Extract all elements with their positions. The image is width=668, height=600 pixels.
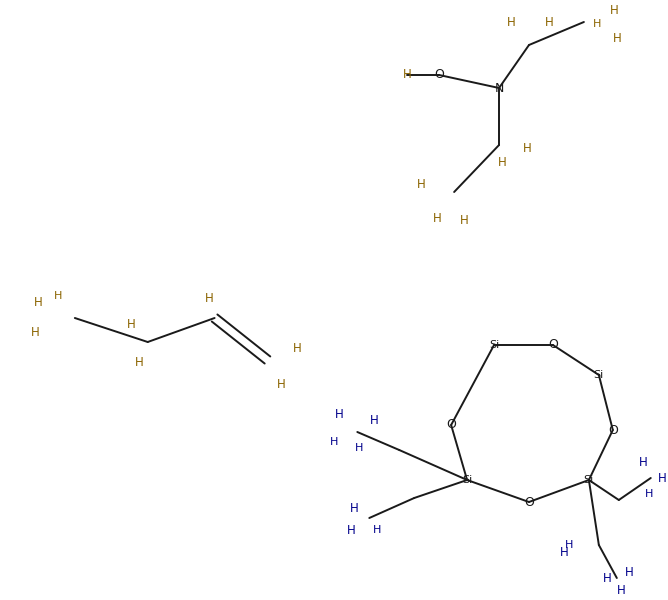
Text: H: H bbox=[370, 413, 379, 427]
Text: H: H bbox=[639, 455, 647, 469]
Text: H: H bbox=[506, 16, 516, 28]
Text: H: H bbox=[460, 214, 468, 226]
Text: H: H bbox=[33, 295, 42, 308]
Text: O: O bbox=[446, 419, 456, 431]
Text: H: H bbox=[613, 31, 621, 44]
Text: H: H bbox=[293, 341, 302, 355]
Text: H: H bbox=[205, 292, 214, 304]
Text: H: H bbox=[277, 379, 286, 391]
Text: Si: Si bbox=[594, 370, 604, 380]
Text: H: H bbox=[659, 472, 667, 485]
Text: H: H bbox=[403, 68, 411, 82]
Text: O: O bbox=[548, 338, 558, 352]
Text: Si: Si bbox=[584, 475, 594, 485]
Text: O: O bbox=[434, 68, 444, 82]
Text: H: H bbox=[355, 443, 363, 453]
Text: H: H bbox=[609, 4, 618, 16]
Text: H: H bbox=[136, 355, 144, 368]
Text: H: H bbox=[128, 319, 136, 331]
Text: Si: Si bbox=[489, 340, 499, 350]
Text: H: H bbox=[347, 523, 355, 536]
Text: N: N bbox=[494, 82, 504, 94]
Text: H: H bbox=[330, 437, 339, 447]
Text: H: H bbox=[335, 409, 344, 421]
Text: H: H bbox=[625, 565, 633, 578]
Text: H: H bbox=[53, 291, 62, 301]
Text: H: H bbox=[498, 155, 506, 169]
Text: H: H bbox=[522, 142, 531, 154]
Text: H: H bbox=[31, 325, 39, 338]
Text: H: H bbox=[350, 502, 359, 514]
Text: O: O bbox=[524, 496, 534, 509]
Text: H: H bbox=[603, 571, 611, 584]
Text: H: H bbox=[417, 179, 426, 191]
Text: H: H bbox=[373, 525, 381, 535]
Text: H: H bbox=[544, 16, 553, 28]
Text: H: H bbox=[433, 211, 442, 224]
Text: H: H bbox=[645, 489, 653, 499]
Text: H: H bbox=[617, 583, 625, 596]
Text: H: H bbox=[593, 19, 601, 29]
Text: Si: Si bbox=[462, 475, 472, 485]
Text: H: H bbox=[564, 540, 573, 550]
Text: H: H bbox=[560, 545, 568, 559]
Text: O: O bbox=[608, 424, 618, 437]
